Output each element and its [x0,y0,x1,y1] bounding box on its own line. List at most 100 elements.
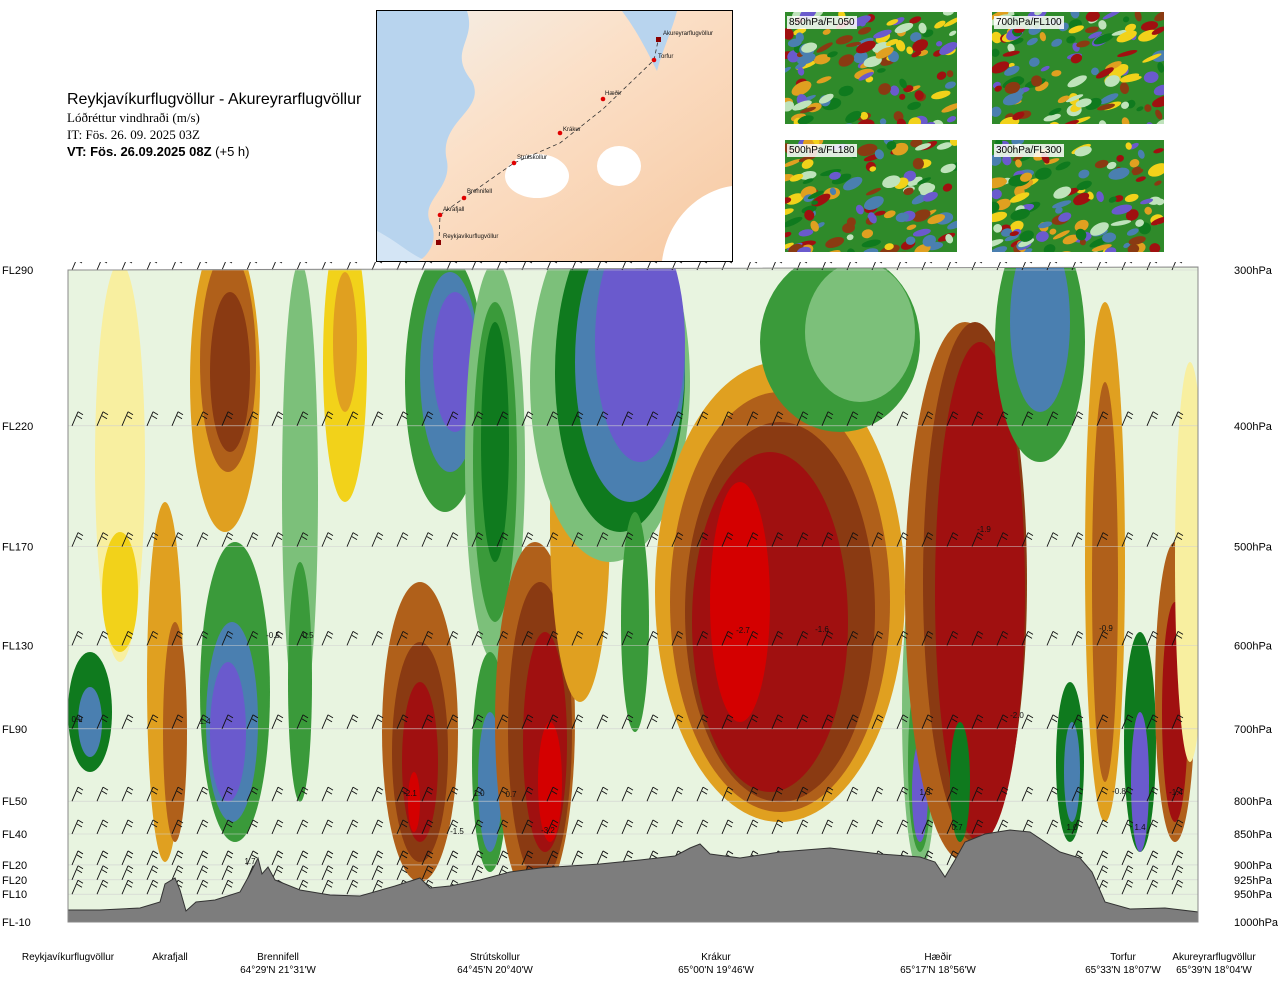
map-texture [857,119,875,124]
map-texture [1090,222,1109,236]
map-texture [945,234,954,244]
wind-barb [146,714,159,730]
map-texture [1012,111,1025,121]
wind-barb [421,411,434,426]
map-texture [1040,65,1050,72]
wind-barb [746,262,758,271]
map-texture [1108,196,1117,203]
map-texture [838,54,855,67]
wind-barb [321,850,334,866]
location-coord: 64°45'N 20°40'W [457,965,533,976]
map-texture [846,234,854,241]
map-texture [908,117,922,124]
wind-barb [396,865,409,880]
value-label: -0.8 [1112,787,1126,796]
wind-barb [296,630,309,646]
map-texture [1070,53,1083,64]
field-contour [1092,382,1118,782]
wind-barb [1121,865,1134,880]
wind-barb [71,262,83,271]
map-texture [797,67,805,76]
wind-barb [796,532,809,547]
wind-barb [446,786,459,802]
wind-barb [96,879,109,895]
map-texture [1085,12,1100,22]
wind-barb [321,879,334,895]
map-texture [863,196,884,210]
wind-barb [1071,819,1084,835]
map-texture [1117,49,1138,58]
map-texture [1154,180,1162,186]
location-label: Krákur 65°00'N 19°46'W [678,951,754,977]
wind-barb [496,411,509,426]
wind-barb [71,532,84,547]
location-label: Akureyrarflugvöllur 65°39'N 18°04'W [1172,951,1255,977]
wind-barb [1146,786,1159,802]
wind-barb [296,865,309,880]
map-texture [889,85,900,96]
wind-barb [646,786,659,802]
map-texture [787,50,801,63]
map-texture [915,143,931,151]
wind-barb [1071,786,1084,802]
level-map-300[interactable]: 300hPa/FL300 [992,140,1164,252]
map-texture [1002,154,1012,166]
wind-barb [96,714,109,730]
wind-barb [246,786,259,802]
wind-barb [721,411,734,426]
map-texture [1097,103,1115,111]
wind-barb [546,786,559,802]
map-texture [863,56,882,68]
map-texture [1116,30,1137,43]
map-texture [946,70,954,78]
wind-barb [196,819,209,835]
location-label: Torfur 65°33'N 18°07'W [1085,951,1161,977]
wind-barb [121,786,134,802]
wind-barb [96,819,109,835]
map-texture [1052,230,1070,240]
wind-barb [121,819,134,835]
map-texture [1098,20,1107,30]
map-texture [785,208,794,216]
wind-barb [596,819,609,835]
wind-barb [546,262,558,271]
value-label: 1.3 [919,788,931,797]
wind-barb [671,630,684,646]
wind-barb [696,630,709,646]
map-texture [914,90,924,101]
map-texture [1127,244,1140,252]
wind-barb [221,411,234,426]
map-texture [811,200,818,205]
wind-barb [1171,532,1184,547]
value-label: -0.5 [266,631,280,640]
map-texture [907,176,923,187]
level-map-850[interactable]: 850hPa/FL050 [785,12,957,124]
value-label: 0.7 [951,823,963,832]
field-contour [402,682,438,842]
field-contour [1131,712,1149,852]
level-map-700[interactable]: 700hPa/FL100 [992,12,1164,124]
map-texture [922,234,936,247]
wind-barb [1146,262,1158,271]
wind-barb [1171,786,1184,802]
wind-barb [921,532,934,547]
wind-barb [546,532,559,547]
map-texture [838,85,854,97]
map-texture [883,210,896,219]
map-texture [992,31,1002,44]
map-texture [785,242,794,250]
level-map-500[interactable]: 500hPa/FL180 [785,140,957,252]
map-texture [874,210,886,216]
map-texture [1149,243,1161,252]
map-texture [820,168,842,177]
wind-barb [296,262,308,271]
wind-barb [221,879,234,895]
wind-barb [671,532,684,547]
map-label-strutskollur: Strútskollur [517,155,547,161]
wind-barb [1171,714,1184,730]
map-texture [818,93,834,104]
value-label: 1.7 [244,857,256,866]
map-texture [931,90,951,100]
map-texture [949,30,957,36]
wind-barb [871,786,884,802]
